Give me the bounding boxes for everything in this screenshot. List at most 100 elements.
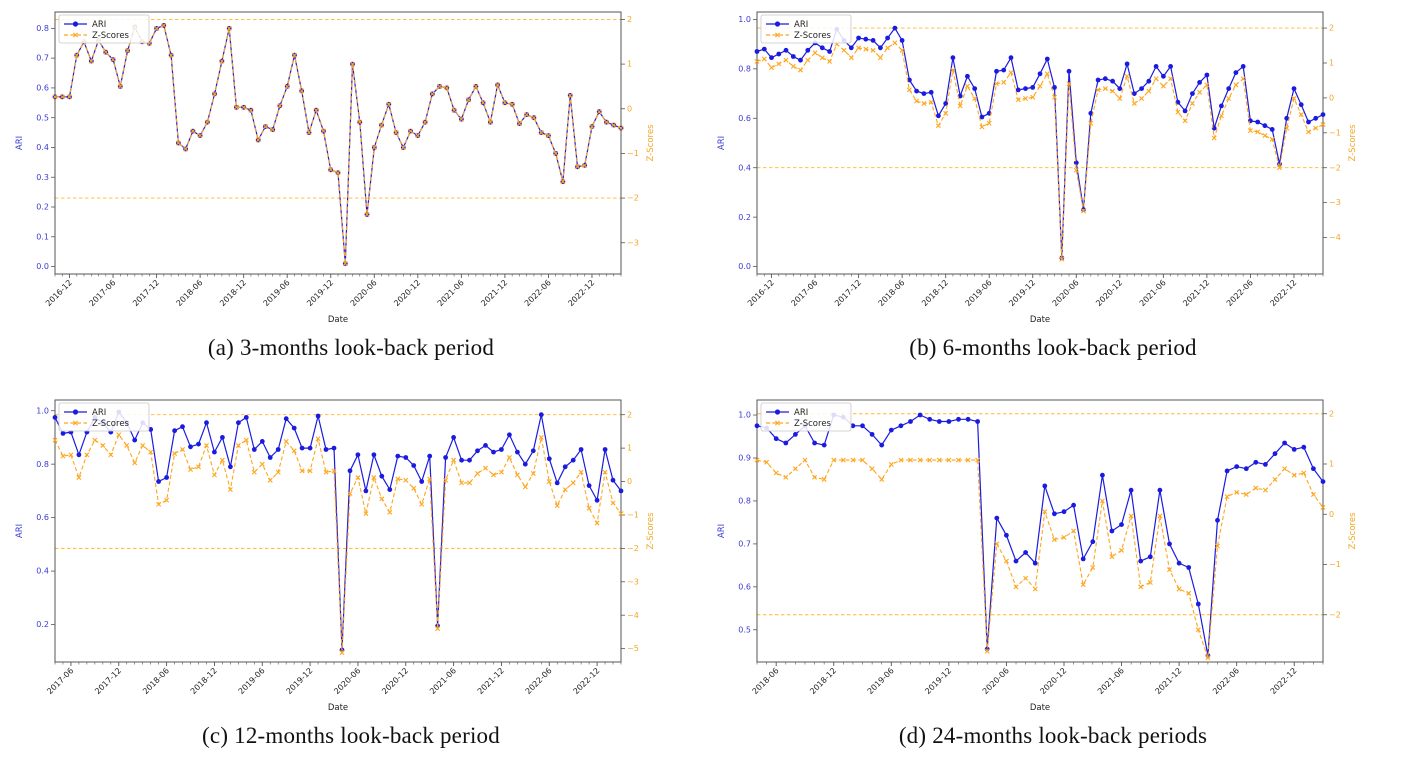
svg-text:2018-06: 2018-06 [751, 666, 781, 696]
svg-text:Date: Date [328, 315, 348, 325]
svg-text:0.3: 0.3 [36, 173, 49, 182]
svg-text:0.6: 0.6 [36, 513, 49, 522]
svg-text:1.0: 1.0 [36, 406, 49, 415]
svg-text:−1: −1 [627, 511, 639, 520]
svg-text:2016-12: 2016-12 [746, 278, 776, 308]
svg-text:Z-Scores: Z-Scores [794, 419, 832, 429]
svg-text:−2: −2 [627, 544, 639, 553]
svg-text:2020-06: 2020-06 [349, 278, 379, 308]
svg-text:0.8: 0.8 [36, 24, 49, 33]
svg-text:−2: −2 [627, 194, 639, 203]
caption-b: (b) 6-months look-back period [909, 335, 1197, 360]
svg-text:0.6: 0.6 [738, 582, 751, 591]
svg-text:0.7: 0.7 [738, 539, 751, 548]
svg-text:1.0: 1.0 [738, 15, 751, 24]
svg-text:2019-12: 2019-12 [1007, 278, 1037, 308]
svg-text:ARI: ARI [717, 136, 727, 150]
svg-text:2019-12: 2019-12 [923, 666, 953, 696]
svg-text:2019-12: 2019-12 [285, 666, 315, 696]
svg-text:ARI: ARI [794, 408, 808, 418]
svg-text:Z-Scores: Z-Scores [1348, 512, 1358, 550]
chart-a: 0.0 0.1 0.2 0.3 0.4 0.5 0.6 0.7 0.8 ARI 2 1 0 −1 −2 −3 Z… [15, 11, 656, 325]
svg-text:2021-06: 2021-06 [1138, 278, 1168, 308]
svg-text:2020-06: 2020-06 [332, 666, 362, 696]
svg-text:2022-06: 2022-06 [524, 666, 554, 696]
svg-text:−3: −3 [1329, 198, 1341, 207]
svg-text:2020-12: 2020-12 [392, 278, 422, 308]
svg-text:2018-06: 2018-06 [141, 666, 171, 696]
svg-text:0.2: 0.2 [36, 203, 49, 212]
svg-text:−4: −4 [627, 611, 639, 620]
svg-text:1: 1 [627, 444, 632, 453]
svg-text:Z-Scores: Z-Scores [646, 512, 656, 550]
svg-text:−4: −4 [1329, 233, 1341, 242]
svg-text:−1: −1 [1329, 560, 1341, 569]
svg-text:2020-06: 2020-06 [981, 666, 1011, 696]
caption-d: (d) 24-months look-back periods [898, 723, 1208, 748]
svg-text:2018-12: 2018-12 [920, 278, 950, 308]
svg-text:−3: −3 [627, 238, 639, 247]
svg-text:−1: −1 [627, 149, 639, 158]
svg-text:2022-12: 2022-12 [566, 278, 596, 308]
svg-text:1: 1 [1329, 59, 1334, 68]
svg-text:Z-Scores: Z-Scores [1348, 124, 1358, 162]
svg-text:0.0: 0.0 [36, 262, 49, 271]
svg-text:2021-12: 2021-12 [479, 278, 509, 308]
svg-text:Z-Scores: Z-Scores [92, 419, 130, 429]
svg-text:2021-12: 2021-12 [1181, 278, 1211, 308]
svg-text:2021-06: 2021-06 [436, 278, 466, 308]
svg-text:2020-12: 2020-12 [1094, 278, 1124, 308]
svg-text:ARI: ARI [794, 20, 808, 30]
svg-text:2017-06: 2017-06 [87, 278, 117, 308]
svg-text:0.6: 0.6 [738, 114, 751, 123]
svg-text:0.0: 0.0 [738, 262, 751, 271]
svg-text:2018-06: 2018-06 [877, 278, 907, 308]
svg-text:0: 0 [1329, 510, 1334, 519]
svg-text:2020-12: 2020-12 [1038, 666, 1068, 696]
svg-text:Z-Scores: Z-Scores [92, 31, 130, 41]
svg-text:0.4: 0.4 [36, 143, 49, 152]
svg-text:0: 0 [627, 477, 632, 486]
svg-text:0.5: 0.5 [36, 113, 49, 122]
caption-c: (c) 12-months look-back period [202, 723, 500, 748]
svg-text:2021-06: 2021-06 [1096, 666, 1126, 696]
chart-d: 0.5 0.6 0.7 0.8 0.9 1.0 ARI 2 1 0 −1 −2 Z-Scores 2018… [717, 399, 1358, 713]
svg-text:−2: −2 [1329, 163, 1341, 172]
svg-text:ARI: ARI [15, 136, 25, 150]
svg-text:2019-06: 2019-06 [262, 278, 292, 308]
chart-b: 0.0 0.2 0.4 0.6 0.8 1.0 ARI 2 1 0 −1 −2 −3 −4 Z-Scores… [717, 11, 1358, 325]
svg-text:Z-Scores: Z-Scores [646, 124, 656, 162]
svg-text:2018-06: 2018-06 [175, 278, 205, 308]
figure-panel-b: 0.0 0.2 0.4 0.6 0.8 1.0 ARI 2 1 0 −1 −2 −3 −4 Z-Scores… [702, 0, 1404, 388]
svg-text:2019-12: 2019-12 [305, 278, 335, 308]
svg-text:2021-12: 2021-12 [1154, 666, 1184, 696]
figure-panel-d: 0.5 0.6 0.7 0.8 0.9 1.0 ARI 2 1 0 −1 −2 Z-Scores 2018… [702, 388, 1404, 776]
svg-text:2: 2 [627, 410, 632, 419]
svg-text:2017-12: 2017-12 [93, 666, 123, 696]
svg-text:0.4: 0.4 [36, 567, 49, 576]
svg-text:0.2: 0.2 [36, 620, 49, 629]
svg-text:0.2: 0.2 [738, 213, 751, 222]
svg-text:−2: −2 [1329, 610, 1341, 619]
svg-text:0.8: 0.8 [36, 460, 49, 469]
svg-text:2022-12: 2022-12 [1269, 666, 1299, 696]
svg-text:ARI: ARI [717, 524, 727, 538]
svg-text:2017-12: 2017-12 [131, 278, 161, 308]
svg-text:0.1: 0.1 [36, 232, 49, 241]
svg-text:−5: −5 [627, 644, 639, 653]
svg-text:Date: Date [1030, 315, 1050, 325]
svg-text:2: 2 [1329, 409, 1334, 418]
svg-text:0.8: 0.8 [738, 497, 751, 506]
svg-text:2018-12: 2018-12 [189, 666, 219, 696]
svg-text:2018-12: 2018-12 [808, 666, 838, 696]
svg-text:2022-06: 2022-06 [523, 278, 553, 308]
svg-text:0.9: 0.9 [738, 454, 751, 463]
svg-text:ARI: ARI [15, 524, 25, 538]
svg-text:2: 2 [1329, 24, 1334, 33]
svg-text:2019-06: 2019-06 [237, 666, 267, 696]
svg-text:2018-12: 2018-12 [218, 278, 248, 308]
svg-text:2021-12: 2021-12 [476, 666, 506, 696]
svg-text:0: 0 [1329, 93, 1334, 102]
svg-text:2022-06: 2022-06 [1211, 666, 1241, 696]
